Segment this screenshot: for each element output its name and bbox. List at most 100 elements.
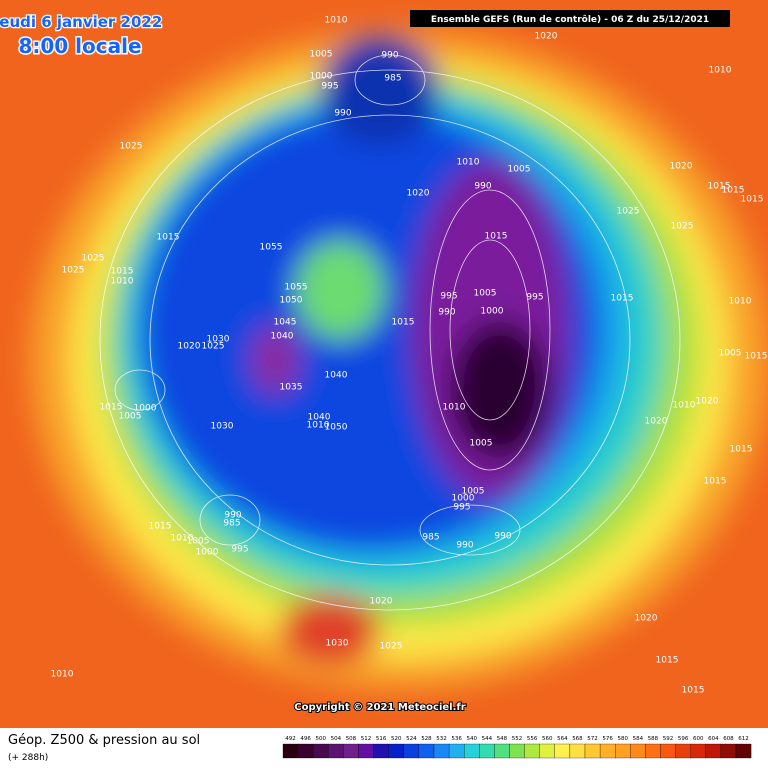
isobar-label: 1020	[370, 597, 393, 607]
colorbar-label: 536	[451, 736, 462, 742]
isobar-label: 1025	[62, 266, 85, 276]
isobar-label: 1015	[611, 294, 634, 304]
colorbar-swatch	[539, 743, 555, 759]
isobar-label: 995	[453, 503, 470, 513]
isobar-label: 1015	[704, 477, 727, 487]
colorbar-swatch	[403, 743, 420, 759]
isobar-label: 1010	[111, 277, 134, 287]
time: 8:00 locale	[18, 34, 141, 58]
colorbar-label: 516	[376, 736, 387, 742]
colorbar-swatch	[660, 743, 676, 759]
isobar-label: 990	[381, 51, 398, 61]
isobar-label: 1010	[673, 401, 696, 411]
isobar-label: 1015	[708, 182, 731, 192]
run-box	[410, 10, 730, 27]
colorbar: 492 496 500 504 508 512 516 520 524 528 532 536 540 5…	[282, 736, 752, 759]
isobar-label: 1010	[325, 16, 348, 26]
isobar-label: 1005	[508, 165, 531, 175]
isobar-label: 1005	[470, 439, 493, 449]
isobar-label: 1005	[474, 289, 497, 299]
colorbar-swatch	[705, 743, 722, 759]
isobar-label: 1015	[157, 233, 180, 243]
isobar-label: 1050	[280, 296, 303, 306]
colorbar-label: 520	[391, 736, 402, 742]
colorbar-swatch	[615, 743, 631, 759]
colorbar-swatch	[675, 743, 691, 759]
isobar-label: 1010	[457, 158, 480, 168]
colorbar-label: 556	[527, 736, 538, 742]
colorbar-label: 508	[346, 736, 357, 742]
colorbar-swatch	[464, 743, 480, 759]
colorbar-label: 592	[663, 736, 674, 742]
colorbar-swatch	[433, 743, 450, 759]
isobar-label: 1015	[730, 445, 753, 455]
date: Jeudi 6 janvier 2022	[0, 13, 162, 31]
colorbar-label: 532	[436, 736, 447, 742]
colorbar-swatch	[418, 743, 435, 759]
isobar-label: 1015	[682, 686, 705, 696]
isobar-labels: 1010 1020 1010 1005 990 1000 985 995 990 1025 1010…	[51, 16, 768, 696]
colorbar-swatch	[720, 743, 737, 759]
isobar-label: 1010	[443, 403, 466, 413]
isobar-label: 1010	[171, 534, 194, 544]
isobar-label: 1020	[645, 417, 668, 427]
isobar-label: 995	[321, 82, 338, 92]
isobar-label: 1010	[729, 297, 752, 307]
isobar-label: 990	[438, 308, 455, 318]
colorbar-label: 504	[331, 736, 342, 742]
isobar-label: 1015	[100, 403, 123, 413]
colorbar-swatch	[388, 743, 404, 759]
copyright: Copyright © 2021 Meteociel.fr	[294, 702, 465, 713]
isobar-label: 985	[422, 533, 439, 543]
isobar-label: 1045	[274, 318, 297, 328]
isobar-label: 1015	[745, 352, 768, 362]
colorbar-swatch	[297, 743, 314, 759]
isobar-label: 1025	[120, 142, 143, 152]
isobar-label: 1020	[407, 189, 430, 199]
colorbar-label: 496	[300, 736, 311, 742]
isobar-label: 1020	[178, 342, 201, 352]
isobar-label: 1015	[722, 186, 745, 196]
run-info: Ensemble GEFS (Run de contrôle) - 06 Z d…	[431, 14, 709, 25]
isobar-label: 1000	[452, 494, 475, 504]
footer-title: Géop. Z500 & pression au sol	[8, 733, 200, 748]
colorbar-label: 540	[467, 736, 478, 742]
colorbar-label: 512	[361, 736, 372, 742]
isobar-label: 1020	[535, 32, 558, 42]
colorbar-label: 552	[512, 736, 523, 742]
isobar-label: 985	[384, 74, 401, 84]
colorbar-swatch	[282, 743, 299, 759]
field	[30, 30, 768, 690]
isobar-label: 1040	[325, 371, 348, 381]
colorbar-swatch	[584, 743, 601, 759]
colorbar-label: 524	[406, 736, 417, 742]
isobar-label: 1055	[260, 243, 283, 253]
isobar-label: 1000	[134, 404, 157, 414]
isobar-label: 1010	[51, 670, 74, 680]
isobar-label: 995	[526, 293, 543, 303]
colorbar-label: 600	[693, 736, 704, 742]
colorbar-label: 528	[421, 736, 432, 742]
isobar-label: 1030	[211, 422, 234, 432]
isobar-label: 1015	[111, 267, 134, 277]
isobar-label: 1025	[202, 342, 225, 352]
isobar-label: 1025	[617, 207, 640, 217]
colorbar-label: 580	[618, 736, 629, 742]
isobar-label: 990	[334, 109, 351, 119]
colorbar-swatch	[448, 743, 465, 759]
isobar-label: 985	[223, 519, 240, 529]
colorbar-label: 596	[678, 736, 689, 742]
colorbar-label: 584	[633, 736, 644, 742]
isobar-label: 1005	[310, 50, 333, 60]
colorbar-label: 560	[542, 736, 553, 742]
colorbar-swatch	[690, 743, 706, 759]
isobar-label: 1020	[635, 614, 658, 624]
colorbar-label: 572	[587, 736, 598, 742]
colorbar-swatch	[569, 743, 586, 759]
isobar-label: 990	[224, 511, 241, 521]
colorbar-swatch	[313, 743, 329, 759]
isobar-label: 1010	[709, 66, 732, 76]
colorbar-label: 500	[316, 736, 327, 742]
isobar-label: 1015	[656, 656, 679, 666]
isobar-label: 1015	[485, 232, 508, 242]
